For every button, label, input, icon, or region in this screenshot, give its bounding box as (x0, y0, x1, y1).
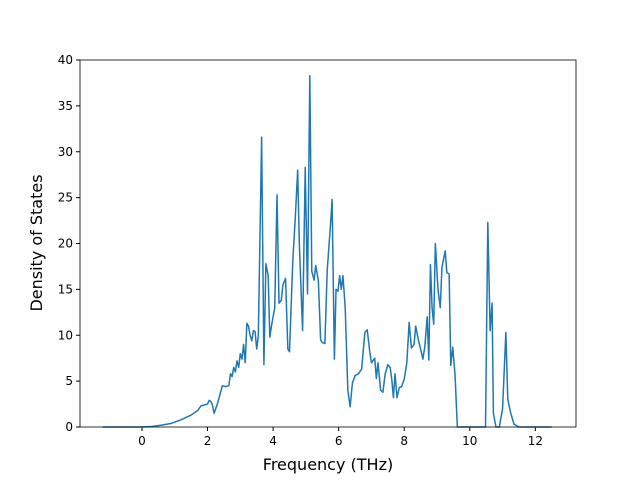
x-tick-label: 12 (528, 434, 543, 448)
plot-frame (79, 59, 577, 428)
x-tick-label: 0 (138, 434, 146, 448)
y-axis-label: Density of States (27, 174, 46, 311)
y-tick-label: 20 (58, 237, 73, 251)
y-tick-label: 10 (58, 328, 73, 342)
line (102, 74, 552, 428)
x-tick-label: 8 (400, 434, 408, 448)
y-tick-label: 15 (58, 282, 73, 296)
y-tick-label: 40 (58, 53, 73, 67)
y-tick-label: 30 (58, 145, 73, 159)
y-tick-label: 0 (65, 420, 73, 434)
x-axis-label: Frequency (THz) (263, 455, 393, 474)
y-tick-label: 25 (58, 191, 73, 205)
y-tick-label: 35 (58, 99, 73, 113)
x-tick-label: 4 (269, 434, 277, 448)
x-tick-label: 2 (204, 434, 212, 448)
y-tick-label: 5 (65, 374, 73, 388)
x-tick-label: 6 (335, 434, 343, 448)
x-tick-label: 10 (462, 434, 477, 448)
